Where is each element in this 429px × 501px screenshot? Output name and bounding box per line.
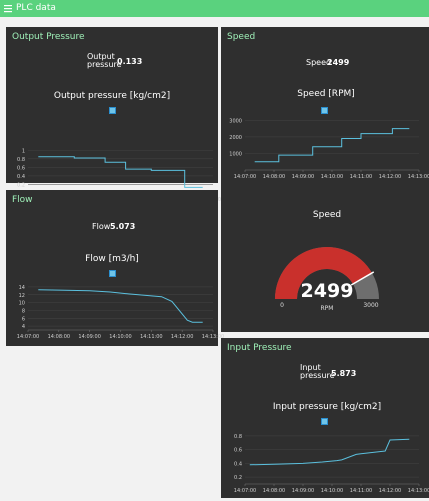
x-tick-label: 14:13:00: [408, 174, 429, 180]
x-tick-label: 14:07:00: [234, 488, 256, 494]
y-tick-label: 2000: [229, 135, 242, 141]
flow-label: Flow: [92, 222, 111, 231]
legend-marker[interactable]: [321, 107, 328, 114]
series-line: [254, 128, 410, 163]
x-tick-label: 14:11:00: [140, 334, 162, 340]
output-pressure-value: 0.133: [117, 57, 143, 66]
value-label: Output pressure: [87, 52, 122, 69]
y-tick-label: 0.8: [234, 434, 242, 440]
legend-marker[interactable]: [109, 270, 116, 277]
flow-chart: 4 6 810 12 14 14:07:00 14:08:00 14:09:00 14:10:0…: [17, 285, 224, 340]
x-tick-label: 14:13:00: [202, 334, 224, 340]
y-tick-label: 8: [22, 308, 25, 314]
y-tick-label: 4: [22, 324, 25, 330]
gauge-fill: [275, 246, 373, 300]
y-tick-label: 0.2: [234, 475, 242, 481]
y-tick-label: 1000: [229, 151, 242, 157]
x-tick-label: 14:08:00: [263, 488, 285, 494]
panel-title: Flow: [12, 195, 33, 205]
y-tick-label: 6: [22, 316, 25, 322]
panel-title: Input Pressure: [227, 343, 292, 353]
input-pressure-chart: 0.2 0.4 0.6 0.8 14:07:00 14:08:00 14:09:00 14:1…: [234, 434, 429, 494]
speed-gauge: [275, 246, 379, 300]
gauge-max: 3000: [363, 302, 379, 309]
gauge-needle: [350, 271, 375, 286]
app-title: PLC data: [16, 3, 56, 13]
series-line: [38, 156, 203, 188]
panel-title: Output Pressure: [12, 32, 85, 42]
x-tick-label: 14:07:00: [17, 334, 39, 340]
x-tick-label: 14:09:00: [292, 488, 314, 494]
menu-icon[interactable]: [3, 3, 14, 14]
flow-value: 5.073: [110, 222, 136, 231]
series-line: [249, 438, 410, 466]
speed-chart: 1000 2000 3000 14:07:00 14:08:00 14:09:00 14:1…: [229, 118, 429, 180]
speed-panel: Speed Speed 2499 Speed [RPM] 1000 2000 300…: [221, 27, 429, 332]
output-pressure-chart: 00.20.40.60.8114:07:0014:08:0014:09:0014…: [17, 148, 224, 203]
panel-title: Speed: [227, 32, 256, 42]
chart-title: Speed [RPM]: [297, 89, 355, 99]
speed-value: 2499: [327, 58, 350, 67]
y-tick-label: 0.4: [234, 461, 242, 467]
y-tick-label: 12: [19, 293, 25, 299]
x-tick-label: 14:09:00: [292, 174, 314, 180]
x-tick-label: 14:09:00: [78, 334, 100, 340]
legend-marker[interactable]: [109, 107, 116, 114]
output-pressure-panel: Output Pressure Output pressure 0.133 Out…: [6, 27, 224, 203]
y-tick-label: 10: [19, 301, 25, 307]
series-line: [38, 289, 203, 323]
input-pressure-value: 5.873: [331, 369, 357, 378]
chart-title: Output pressure [kg/cm2]: [53, 91, 171, 101]
value-label: Input pressure: [300, 363, 335, 380]
y-tick-label: 1: [22, 148, 25, 154]
y-tick-label: 0.8: [17, 157, 25, 163]
x-tick-label: 14:12:00: [379, 174, 401, 180]
x-tick-label: 14:12:00: [171, 334, 193, 340]
chart-title: Input pressure [kg/cm2]: [272, 402, 382, 412]
flow-panel: Flow Flow 5.073 Flow [m3/h] 4 6 8 10 12 14 14:…: [6, 190, 224, 346]
gauge-min: 0: [280, 302, 284, 309]
chart-title: Flow [m3/h]: [85, 254, 139, 264]
y-tick-label: 0.6: [17, 165, 25, 171]
gauge-units: RPM: [320, 305, 334, 312]
x-tick-label: 14:10:00: [109, 334, 131, 340]
legend-marker[interactable]: [321, 418, 328, 425]
y-tick-label: 0.4: [17, 174, 25, 180]
input-pressure-panel: Input Pressure Input pressure 5.873 Input…: [221, 338, 429, 498]
y-tick-label: 0.6: [234, 448, 242, 454]
gauge-title: Speed: [312, 210, 342, 220]
x-tick-label: 14:08:00: [48, 334, 70, 340]
y-tick-label: 14: [19, 285, 25, 291]
x-tick-label: 14:13:00: [408, 488, 429, 494]
x-tick-label: 14:08:00: [263, 174, 285, 180]
speed-label: Speed: [306, 58, 332, 67]
x-tick-label: 14:07:00: [234, 174, 256, 180]
app-header: PLC data: [0, 0, 429, 17]
x-tick-label: 14:10:00: [321, 488, 343, 494]
y-tick-label: 0.2: [17, 182, 25, 188]
y-tick-label: 3000: [229, 118, 242, 124]
x-tick-label: 14:11:00: [350, 174, 372, 180]
x-tick-label: 14:12:00: [379, 488, 401, 494]
x-tick-label: 14:10:00: [321, 174, 343, 180]
x-tick-label: 14:11:00: [350, 488, 372, 494]
gauge-value: 2499: [300, 280, 354, 302]
